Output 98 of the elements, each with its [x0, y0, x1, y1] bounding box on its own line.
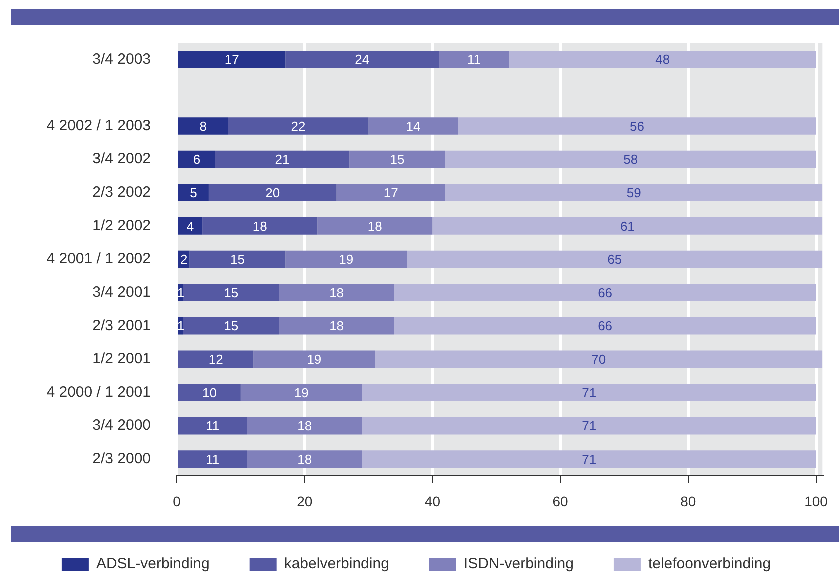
bar — [318, 218, 433, 235]
bar — [445, 150, 816, 168]
data-label: 2 — [180, 252, 188, 268]
legend-label: telefoonverbinding — [648, 556, 772, 573]
bar — [279, 284, 394, 302]
bar — [254, 350, 376, 368]
data-label: 22 — [291, 118, 306, 134]
bar — [240, 384, 362, 402]
data-label: 11 — [468, 52, 482, 68]
bar — [202, 218, 318, 235]
bar — [362, 417, 816, 435]
bar — [362, 450, 816, 468]
data-label: 17 — [384, 185, 398, 200]
bar — [509, 50, 816, 68]
data-label: 71 — [582, 385, 597, 400]
data-label: 19 — [307, 352, 322, 367]
y-tick-label: 3/4 2002 — [92, 150, 151, 168]
bar — [432, 218, 823, 235]
data-label: 10 — [202, 385, 217, 400]
bar — [458, 118, 816, 135]
data-label: 61 — [620, 218, 635, 234]
bar — [439, 50, 510, 68]
x-tick-label: 0 — [173, 493, 182, 510]
y-tick-label: 2/3 2002 — [92, 184, 151, 202]
bar — [336, 184, 446, 202]
data-label: 15 — [224, 285, 239, 300]
x-tick-label: 20 — [297, 493, 313, 510]
data-label: 70 — [592, 352, 606, 367]
legend-label: ADSL-verbinding — [96, 556, 210, 573]
data-label: 19 — [294, 385, 309, 400]
data-label: 18 — [298, 418, 312, 434]
data-label: 48 — [656, 52, 670, 68]
bar — [362, 384, 816, 402]
data-label: 66 — [598, 285, 613, 300]
bar — [286, 250, 408, 268]
bar — [407, 250, 823, 268]
y-tick-label: 4 2002 / 1 2003 — [46, 117, 151, 134]
data-label: 65 — [608, 252, 622, 268]
bar — [183, 284, 280, 302]
bar — [183, 317, 280, 335]
y-tick-label: 4 2000 / 1 2001 — [46, 384, 151, 401]
bar — [368, 118, 458, 135]
bar — [445, 184, 823, 202]
data-label: 58 — [624, 152, 638, 168]
data-label: 24 — [355, 52, 370, 68]
data-label: 1 — [177, 318, 185, 334]
bar — [375, 350, 823, 368]
y-tick-label: 1/2 2002 — [92, 217, 151, 234]
data-label: 15 — [230, 252, 245, 268]
data-label: 11 — [206, 418, 220, 434]
x-tick-label: 80 — [680, 493, 696, 510]
bar — [394, 284, 816, 302]
data-label: 71 — [582, 418, 597, 434]
legend-label: ISDN-verbinding — [464, 556, 574, 573]
x-tick-label: 40 — [424, 493, 441, 510]
bar — [286, 50, 440, 68]
x-tick-label: 60 — [552, 493, 569, 510]
data-label: 18 — [252, 218, 268, 234]
legend-label: kabelverbinding — [284, 556, 390, 573]
x-tick-label: 100 — [804, 493, 828, 510]
bar — [394, 317, 816, 335]
data-label: 4 — [186, 218, 194, 234]
data-label: 1 — [177, 285, 185, 300]
y-tick-label: 3/4 2003 — [92, 50, 151, 68]
data-label: 20 — [266, 185, 280, 200]
data-label: 18 — [330, 285, 344, 300]
data-label: 18 — [298, 452, 312, 467]
bar — [350, 150, 446, 168]
bar — [190, 250, 286, 268]
bar — [247, 417, 362, 435]
data-label: 19 — [339, 252, 354, 268]
data-label: 71 — [582, 452, 597, 467]
bar — [247, 450, 362, 468]
data-label: 11 — [206, 452, 220, 467]
data-label: 18 — [368, 218, 382, 234]
data-label: 15 — [224, 318, 239, 334]
data-label: 66 — [598, 318, 613, 334]
y-tick-label: 2/3 2000 — [92, 450, 151, 468]
data-label: 8 — [200, 118, 207, 134]
data-label: 18 — [330, 318, 344, 334]
bar — [279, 317, 394, 335]
bar — [228, 118, 369, 135]
y-tick-label: 3/4 2000 — [92, 417, 151, 434]
y-tick-label: 2/3 2001 — [92, 317, 151, 334]
bar — [208, 184, 337, 202]
data-label: 5 — [190, 185, 198, 200]
y-tick-label: 4 2001 / 1 2002 — [46, 250, 151, 268]
data-label: 14 — [406, 118, 421, 134]
bar — [215, 150, 350, 168]
data-label: 56 — [630, 118, 645, 134]
data-label: 6 — [193, 152, 201, 168]
y-tick-label: 1/2 2001 — [92, 350, 151, 368]
data-label: 12 — [208, 352, 224, 367]
y-tick-label: 3/4 2001 — [92, 284, 151, 301]
data-label: 59 — [626, 185, 642, 200]
data-label: 21 — [275, 152, 290, 168]
data-label: 15 — [390, 152, 405, 168]
data-label: 17 — [224, 52, 240, 68]
